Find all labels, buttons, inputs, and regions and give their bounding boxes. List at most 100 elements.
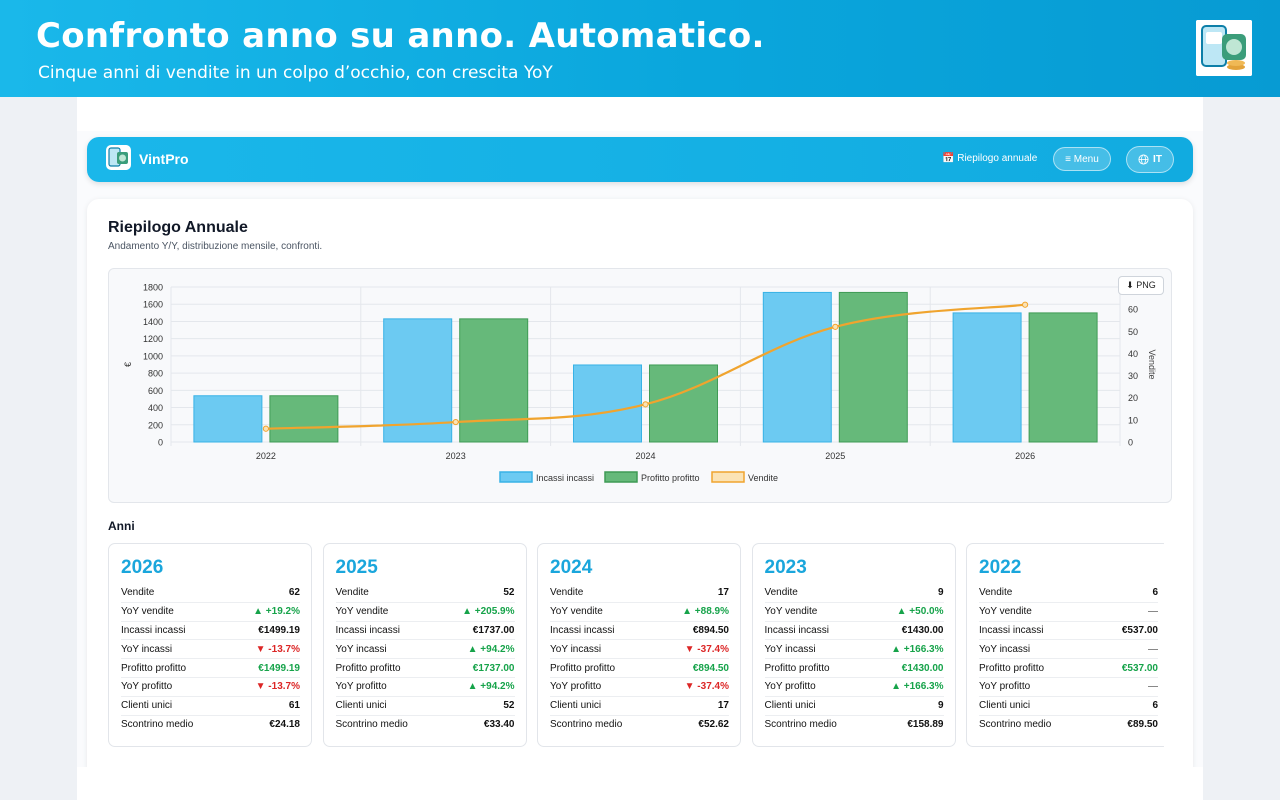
metric-row: YoY profitto — — [979, 678, 1158, 697]
bar-incassi — [952, 312, 1022, 443]
metric-value: €1737.00 — [472, 662, 515, 674]
metric-row: YoY incassi — — [979, 640, 1158, 660]
metric-label: Vendite — [550, 587, 584, 599]
y2-tick-label: 30 — [1128, 371, 1138, 381]
y2-tick-label: 60 — [1128, 305, 1138, 315]
metric-label: Clienti unici — [335, 700, 387, 712]
metric-label: YoY profitto — [550, 681, 602, 693]
y-tick-label: 1600 — [143, 300, 163, 310]
annual-summary-card: Riepilogo Annuale Andamento Y/Y, distrib… — [87, 199, 1193, 779]
menu-button[interactable]: ≡ Menu — [1053, 147, 1111, 171]
metric-label: Scontrino medio — [335, 719, 408, 731]
frame-top-strip — [77, 97, 1203, 131]
metric-value: ▲ +205.9% — [462, 606, 515, 618]
metric-label: YoY vendite — [335, 606, 389, 618]
bar-profitto — [649, 364, 718, 443]
metric-row: Vendite 52 — [335, 584, 515, 603]
year-card-metrics: Vendite 52 YoY vendite ▲ +205.9% Incassi inc… — [335, 584, 515, 735]
metric-value: 9 — [937, 587, 944, 599]
point-vendite — [832, 323, 839, 330]
y-tick-label: 200 — [148, 420, 163, 430]
y2-tick-label: 0 — [1128, 438, 1133, 448]
metric-value: €537.00 — [1121, 624, 1158, 636]
menu-button-label: ≡ Menu — [1065, 153, 1099, 165]
metric-row: Clienti unici 17 — [550, 697, 729, 716]
metric-label: YoY vendite — [550, 606, 603, 618]
metric-row: Clienti unici 61 — [121, 697, 300, 716]
metric-label: YoY profitto — [979, 681, 1031, 693]
years-cards-strip[interactable]: 2026 Vendite 62 YoY vendite ▲ +19.2% Incassi … — [108, 543, 1164, 749]
app-logo-icon[interactable] — [106, 145, 131, 170]
metric-row: Scontrino medio €33.40 — [336, 716, 515, 735]
metric-label: Clienti unici — [979, 700, 1031, 712]
banner-subtitle: Cinque anni di vendite in un colpo d’occ… — [38, 63, 553, 83]
y2-axis-label: Vendite — [1147, 349, 1157, 379]
year-card-title: 2024 — [550, 557, 593, 578]
app-header: VintPro 📅 Riepilogo annuale ≡ Menu IT — [87, 137, 1193, 182]
metric-row: Clienti unici 9 — [764, 697, 944, 716]
metric-row: Profitto profitto €894.50 — [550, 659, 729, 678]
x-tick-label: 2025 — [825, 451, 845, 461]
metric-value: €894.50 — [692, 662, 729, 674]
metric-value: €1430.00 — [901, 662, 944, 674]
year-card-2024: 2024 Vendite 17 YoY vendite ▲ +88.9% Incassi … — [537, 543, 741, 747]
metric-row: Profitto profitto €1430.00 — [764, 659, 944, 678]
metric-row: Vendite 6 — [979, 584, 1158, 603]
y-tick-label: 600 — [148, 386, 163, 396]
metric-row: Scontrino medio €89.50 — [979, 716, 1158, 735]
bar-incassi — [193, 395, 263, 443]
metric-label: Scontrino medio — [764, 719, 837, 731]
y2-tick-label: 10 — [1128, 415, 1138, 425]
metric-label: YoY vendite — [121, 606, 174, 618]
metric-row: Vendite 9 — [764, 584, 944, 603]
app-name[interactable]: VintPro — [139, 151, 189, 167]
metric-value: 52 — [503, 700, 515, 712]
metric-value: 62 — [288, 587, 300, 599]
metric-value: ▲ +94.2% — [467, 643, 515, 655]
y-tick-label: 0 — [158, 438, 163, 448]
metric-row: Clienti unici 6 — [979, 697, 1158, 716]
metric-value: €1430.00 — [901, 624, 944, 636]
metric-row: Incassi incassi €1737.00 — [335, 622, 515, 641]
legend-label: Vendite — [748, 473, 778, 483]
metric-label: YoY vendite — [764, 606, 818, 618]
export-png-button[interactable]: ⬇ PNG — [1118, 276, 1164, 295]
metric-row: YoY vendite — — [979, 603, 1158, 622]
metric-label: YoY incassi — [121, 643, 173, 655]
metric-label: YoY profitto — [121, 681, 173, 693]
nav-annual-summary-link[interactable]: 📅 Riepilogo annuale — [942, 153, 1038, 164]
bottom-strip — [0, 767, 1280, 800]
metric-row: Vendite 62 — [121, 584, 300, 603]
page-title: Riepilogo Annuale — [108, 219, 248, 236]
year-card-title: 2026 — [121, 557, 164, 578]
bar-incassi — [383, 318, 453, 443]
app-logo-image — [1196, 20, 1252, 76]
legend-swatch — [604, 471, 638, 483]
year-card-title: 2023 — [764, 557, 807, 578]
metric-label: Clienti unici — [550, 700, 602, 712]
metric-label: Scontrino medio — [550, 719, 623, 731]
metric-label: YoY incassi — [550, 643, 602, 655]
metric-label: YoY profitto — [764, 681, 816, 693]
bar-profitto — [459, 318, 529, 443]
metric-label: Incassi incassi — [979, 624, 1044, 636]
y2-tick-label: 40 — [1128, 349, 1138, 359]
metric-row: YoY profitto ▼ -37.4% — [550, 678, 729, 697]
metric-value: €158.89 — [907, 719, 944, 731]
metric-value: ▲ +166.3% — [891, 643, 944, 655]
year-card-metrics: Vendite 17 YoY vendite ▲ +88.9% Incassi inca… — [550, 584, 729, 734]
metric-row: YoY vendite ▲ +205.9% — [335, 603, 515, 622]
app-screenshot-frame: VintPro 📅 Riepilogo annuale ≡ Menu IT Ri… — [77, 97, 1203, 779]
metric-label: Incassi incassi — [550, 624, 615, 636]
metric-label: Scontrino medio — [121, 719, 194, 731]
globe-icon — [1138, 154, 1149, 165]
metric-value: €52.62 — [698, 719, 729, 731]
metric-value: €537.00 — [1121, 662, 1158, 674]
metric-row: Scontrino medio €158.89 — [765, 716, 944, 735]
metric-value: €1737.00 — [472, 624, 515, 636]
metric-label: Vendite — [335, 587, 369, 599]
y-tick-label: 1200 — [143, 334, 163, 344]
bar-profitto — [1028, 312, 1098, 443]
y-tick-label: 800 — [148, 369, 163, 379]
language-button[interactable]: IT — [1126, 146, 1174, 173]
